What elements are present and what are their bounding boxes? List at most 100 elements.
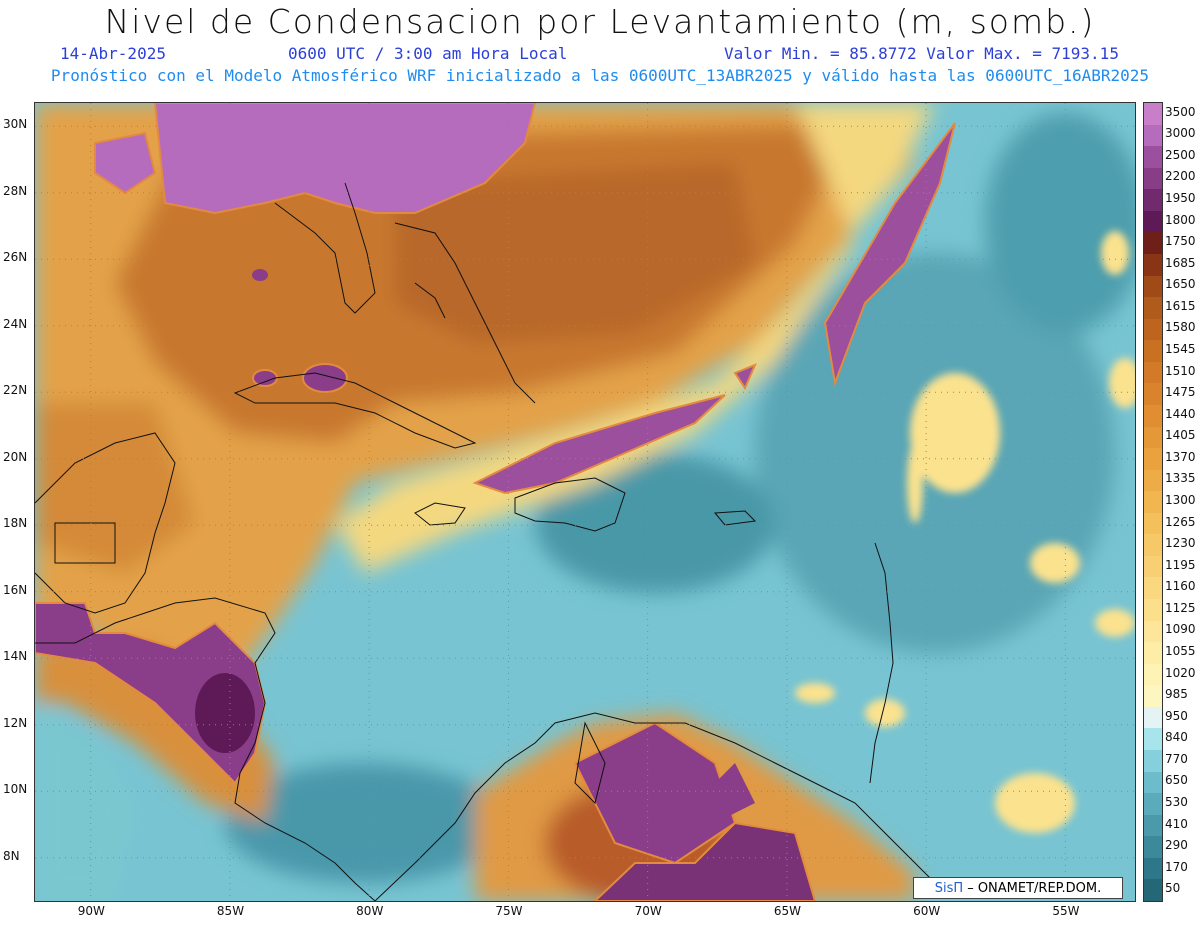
colorbar-segment [1144,469,1162,492]
lcl-shading [35,103,1135,901]
lat-tick-label: 28N [3,183,28,198]
lat-tick-label: 14N [3,649,28,664]
colorbar-level-label: 770 [1165,751,1188,766]
credit-box: SisΠ – ONAMET/REP.DOM. [913,877,1123,899]
colorbar-segment [1144,232,1162,255]
colorbar-segment [1144,491,1162,514]
colorbar-level-label: 1195 [1165,557,1196,572]
lon-tick-label: 70W [634,904,662,918]
map-title: Nivel de Condensacion por Levantamiento … [104,2,1096,41]
colorbar-segment [1144,857,1162,880]
lon-tick-label: 60W [913,904,941,918]
lat-tick-label: 12N [3,715,28,730]
colorbar-level-label: 1300 [1165,493,1196,507]
sispi-logo: SisΠ [934,880,964,896]
colorbar-level-label: 1650 [1165,277,1196,292]
colorbar-level-label: 1440 [1165,406,1196,421]
lon-tick-label: 55W [1052,904,1080,918]
lat-tick-label: 18N [3,516,28,531]
colorbar-level-label: 1055 [1165,643,1196,658]
colorbar-segment [1144,706,1162,729]
colorbar-level-label: 1125 [1165,600,1196,615]
colorbar-segment [1144,771,1162,794]
colorbar-segment [1144,512,1162,535]
colorbar-segment [1144,340,1162,363]
colorbar-level-label: 3000 [1165,126,1196,141]
colorbar-segment [1144,728,1162,751]
colorbar-level-label: 1090 [1165,622,1196,637]
lat-tick-label: 24N [3,316,28,331]
colorbar-segment [1144,124,1162,147]
colorbar-level-label: 1545 [1165,342,1196,357]
lat-tick-label: 20N [3,449,28,464]
colorbar-level-label: 3500 [1165,104,1196,119]
min-max-values: Valor Min. = 85.8772 Valor Max. = 7193.1… [724,44,1119,63]
colorbar-segment [1144,836,1162,859]
lat-tick-label: 10N [3,782,28,797]
lat-tick-label: 30N [3,117,28,132]
colorbar-segment [1144,620,1162,643]
colorbar-level-label: 410 [1165,816,1188,831]
colorbar-level-label: 1020 [1165,665,1196,680]
colorbar-level-label: 1950 [1165,191,1196,206]
colorbar-level-label: 1685 [1165,255,1196,270]
colorbar-segment [1144,663,1162,686]
colorbar-segment [1144,814,1162,837]
colorbar-level-label: 2200 [1165,169,1196,184]
credit-text: – ONAMET/REP.DOM. [967,880,1102,896]
colorbar-level-label: 1370 [1165,449,1196,464]
valid-date: 14-Abr-2025 [60,44,166,63]
coastlines [35,182,936,901]
colorbar-segment [1144,879,1162,902]
lon-tick-label: 85W [216,904,245,918]
colorbar-segment [1144,297,1162,320]
colorbar-level-label: 530 [1165,794,1188,809]
colorbar-level-label: 1580 [1165,320,1196,335]
colorbar-segment [1144,103,1162,126]
colorbar-level-label: 1615 [1165,298,1196,313]
colorbar-level-label: 1405 [1165,428,1196,443]
model-info: Pronóstico con el Modelo Atmosférico WRF… [50,66,1150,85]
lat-tick-label: 22N [3,383,28,398]
colorbar-level-label: 1335 [1165,471,1196,486]
lat-tick-label: 8N [3,848,20,863]
lon-tick-label: 75W [495,904,523,918]
colorbar-segment [1144,189,1162,212]
colorbar-level-label: 1160 [1165,579,1196,594]
colorbar-level-label: 170 [1165,859,1188,874]
colorbar-level-label: 290 [1165,838,1188,853]
colorbar-segment [1144,793,1162,816]
colorbar-segment [1144,318,1162,341]
lat-tick-label: 16N [3,582,28,597]
colorbar-level-label: 840 [1165,730,1188,745]
lcl-map [34,102,1136,902]
colorbar-level-label: 50 [1165,881,1181,896]
colorbar-level-label: 1750 [1165,234,1196,249]
colorbar-level-label: 1510 [1165,363,1196,378]
colorbar-segment [1144,555,1162,578]
colorbar-segment [1144,146,1162,169]
colorbar-segment [1144,361,1162,384]
colorbar-segment [1144,642,1162,665]
lat-tick-label: 26N [3,250,28,265]
colorbar-segment [1144,167,1162,190]
colorbar-segment [1144,685,1162,708]
colorbar-segment [1144,599,1162,622]
colorbar-level-label: 650 [1165,773,1188,788]
lon-tick-label: 80W [356,904,384,918]
colorbar-segment [1144,426,1162,449]
colorbar-segment [1144,534,1162,557]
colorbar-level-label: 1230 [1165,536,1196,551]
lon-tick-label: 65W [773,904,802,918]
lon-tick-label: 90W [77,904,105,918]
colorbar-level-label: 1800 [1165,212,1196,227]
colorbar-segment [1144,577,1162,600]
colorbar-segment [1144,383,1162,406]
colorbar-segment [1144,275,1162,298]
colorbar-segment [1144,404,1162,427]
graticule [35,103,1135,901]
colorbar-level-label: 2500 [1165,147,1196,162]
colorbar-segment [1144,210,1162,233]
colorbar [1143,102,1163,902]
colorbar-level-label: 1265 [1165,514,1196,529]
